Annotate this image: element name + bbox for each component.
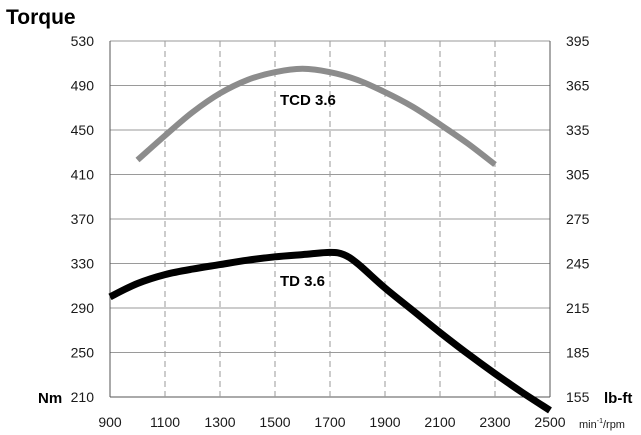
x-tick-label: 1300 — [204, 414, 235, 430]
y-tick-label: 290 — [71, 300, 95, 316]
y-axis-right-ticks: 395 365 335 305 275 245 215 185 155 — [566, 33, 590, 405]
series-line-tcd-3-6 — [135, 65, 497, 167]
chart-title: Torque — [6, 6, 76, 29]
series-line-td-3-6 — [108, 248, 552, 414]
y2-tick-label: 335 — [566, 122, 590, 138]
x-unit-main: min — [579, 419, 597, 431]
y-tick-label: 370 — [71, 211, 95, 227]
grid — [109, 40, 551, 398]
y-tick-label: 210 — [71, 389, 95, 405]
y-tick-label: 250 — [71, 345, 95, 361]
y2-tick-label: 245 — [566, 256, 590, 272]
y2-tick-label: 215 — [566, 300, 590, 316]
x-tick-label: 1900 — [369, 414, 400, 430]
y-axis-left-unit: Nm — [38, 390, 62, 407]
y2-tick-label: 185 — [566, 345, 590, 361]
y-tick-label: 530 — [71, 33, 95, 49]
x-tick-label: 900 — [98, 414, 122, 430]
y2-tick-label: 155 — [566, 389, 590, 405]
x-axis-ticks: 900 1100 1300 1500 1700 1900 2100 2300 2500 — [98, 414, 565, 430]
x-tick-label: 2300 — [479, 414, 510, 430]
series-label-td: TD 3.6 — [280, 273, 325, 290]
x-axis-unit: min-1/rpm — [579, 418, 625, 431]
y2-tick-label: 305 — [566, 167, 590, 183]
y-axis-right-unit: lb-ft — [604, 390, 632, 407]
y2-tick-label: 365 — [566, 78, 590, 94]
y-tick-label: 490 — [71, 78, 95, 94]
y2-tick-label: 275 — [566, 211, 590, 227]
x-unit-tail: /rpm — [603, 419, 625, 431]
x-unit-sup: -1 — [597, 418, 603, 425]
series-lines — [108, 65, 552, 414]
x-tick-label: 1100 — [150, 414, 180, 430]
y-tick-label: 450 — [71, 122, 95, 138]
y2-tick-label: 395 — [566, 33, 590, 49]
x-tick-label: 2100 — [424, 414, 455, 430]
x-tick-label: 1500 — [259, 414, 290, 430]
x-tick-label: 1700 — [314, 414, 345, 430]
y-axis-left-ticks: 530 490 450 410 370 330 290 250 210 — [71, 33, 95, 405]
x-tick-label: 2500 — [534, 414, 565, 430]
y-tick-label: 330 — [71, 256, 95, 272]
y-tick-label: 410 — [71, 167, 95, 183]
series-label-tcd: TCD 3.6 — [280, 92, 336, 109]
